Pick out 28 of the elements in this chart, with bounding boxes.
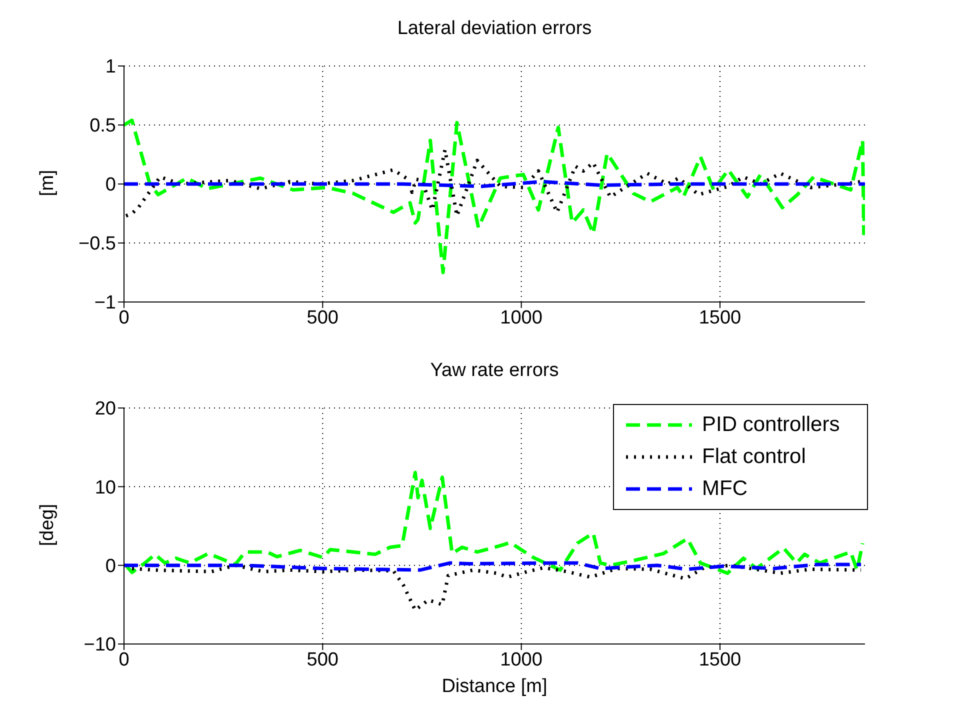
x-tick-label: 1500: [698, 649, 742, 670]
y-tick-label: 1: [105, 56, 116, 78]
x-tick-label: 1000: [500, 649, 542, 670]
x-tick-label: 500: [306, 307, 339, 328]
y-tick-label: 20: [94, 398, 116, 420]
legend-label: Flat control: [702, 445, 806, 469]
x-tick-label: 1000: [500, 307, 542, 328]
line-series: [124, 561, 863, 572]
y-tick-label: 0: [105, 174, 116, 196]
x-tick-label: 1500: [698, 307, 742, 328]
x-tick-label: 0: [118, 307, 130, 328]
y-tick-label: −0.5: [78, 234, 116, 255]
y-axis-title: [deg]: [37, 502, 59, 548]
legend-label: PID controllers: [702, 413, 840, 437]
legend-label: MFC: [702, 477, 748, 501]
x-axis-title: Distance [m]: [440, 676, 548, 698]
y-tick-label: 10: [94, 477, 116, 498]
chart-title: Yaw rate errors: [429, 360, 560, 382]
x-tick-label: 500: [306, 649, 339, 670]
y-tick-label: 0.5: [90, 116, 116, 137]
y-tick-label: −10: [84, 634, 116, 656]
x-tick-label: 0: [118, 649, 130, 670]
chart-title: Lateral deviation errors: [396, 18, 593, 40]
line-series: [124, 118, 865, 274]
y-tick-label: 0: [105, 556, 116, 578]
y-axis-title: [m]: [37, 168, 59, 198]
y-tick-label: −1: [94, 292, 116, 314]
line-series: [124, 470, 864, 575]
